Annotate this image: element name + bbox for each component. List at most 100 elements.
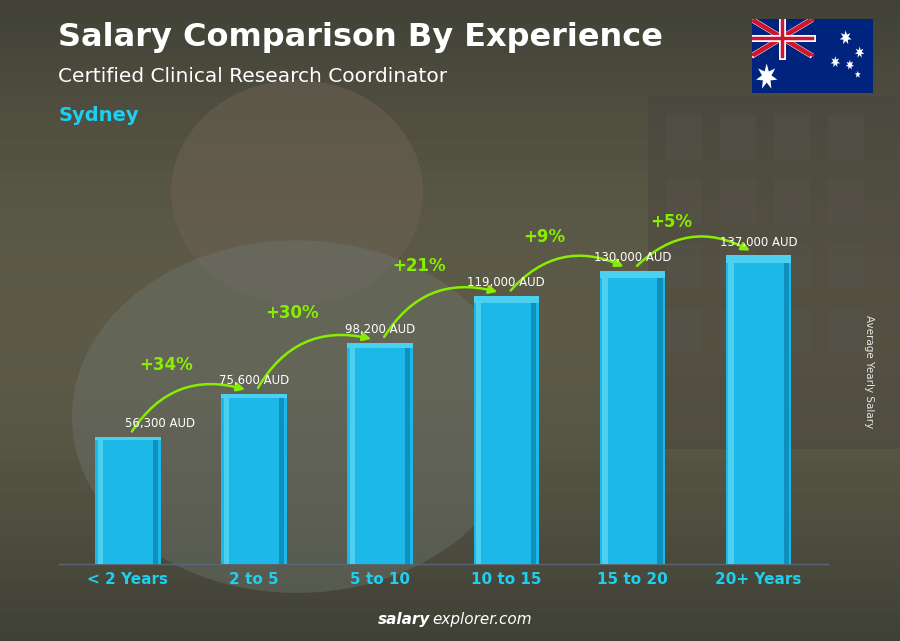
Bar xyxy=(347,343,413,348)
Bar xyxy=(720,179,756,224)
Bar xyxy=(0,556,900,566)
Text: Salary Comparison By Experience: Salary Comparison By Experience xyxy=(58,22,663,53)
Bar xyxy=(0,267,900,278)
Bar xyxy=(0,449,900,460)
Bar xyxy=(784,255,788,564)
Text: +9%: +9% xyxy=(524,228,566,246)
Bar xyxy=(0,524,900,534)
Bar xyxy=(0,620,900,630)
Text: 137,000 AUD: 137,000 AUD xyxy=(720,236,797,249)
Polygon shape xyxy=(840,30,851,44)
Bar xyxy=(221,394,287,398)
Bar xyxy=(725,255,791,564)
Text: 130,000 AUD: 130,000 AUD xyxy=(594,251,671,264)
Bar xyxy=(0,160,900,171)
Bar xyxy=(0,0,900,11)
Bar xyxy=(648,96,900,449)
Bar xyxy=(0,278,900,288)
Bar xyxy=(0,481,900,492)
Bar xyxy=(0,224,900,235)
Bar xyxy=(0,374,900,385)
Bar xyxy=(0,235,900,246)
Text: Average Yearly Salary: Average Yearly Salary xyxy=(863,315,874,428)
Polygon shape xyxy=(846,60,854,70)
Bar xyxy=(98,437,103,564)
Bar xyxy=(720,115,756,160)
Ellipse shape xyxy=(72,240,522,593)
Text: +30%: +30% xyxy=(266,304,320,322)
Bar xyxy=(0,428,900,438)
Text: explorer.com: explorer.com xyxy=(432,612,532,627)
Bar xyxy=(0,21,900,32)
Bar xyxy=(0,342,900,353)
Text: +34%: +34% xyxy=(140,356,194,374)
Text: Sydney: Sydney xyxy=(58,106,140,125)
Bar xyxy=(0,117,900,128)
Bar xyxy=(0,385,900,395)
Polygon shape xyxy=(855,71,860,78)
Bar xyxy=(0,213,900,224)
Bar xyxy=(95,437,161,440)
Bar xyxy=(0,11,900,21)
Bar xyxy=(774,244,810,288)
Text: 98,200 AUD: 98,200 AUD xyxy=(345,323,415,336)
Bar xyxy=(405,343,410,564)
Bar xyxy=(666,115,702,160)
Bar xyxy=(0,246,900,256)
Bar xyxy=(0,331,900,342)
Bar xyxy=(476,296,482,564)
Text: +21%: +21% xyxy=(392,257,446,275)
Polygon shape xyxy=(831,56,840,67)
Bar xyxy=(0,53,900,64)
Bar xyxy=(95,437,161,564)
Bar xyxy=(0,363,900,374)
Bar xyxy=(774,308,810,353)
Bar xyxy=(0,395,900,406)
Bar xyxy=(0,64,900,75)
Bar xyxy=(0,502,900,513)
Text: salary: salary xyxy=(378,612,430,627)
Bar xyxy=(350,343,356,564)
Bar xyxy=(0,630,900,641)
Bar xyxy=(828,179,864,224)
Bar xyxy=(224,394,230,564)
Bar xyxy=(602,271,608,564)
Bar xyxy=(347,343,413,564)
Bar xyxy=(0,460,900,470)
Bar xyxy=(725,255,791,263)
Bar xyxy=(0,353,900,363)
Bar xyxy=(728,255,733,564)
Bar xyxy=(0,470,900,481)
Bar xyxy=(0,577,900,588)
Bar xyxy=(0,107,900,117)
Bar xyxy=(666,308,702,353)
Bar xyxy=(657,271,662,564)
Bar xyxy=(720,244,756,288)
Bar xyxy=(153,437,158,564)
Bar xyxy=(0,438,900,449)
Bar xyxy=(0,406,900,417)
Bar xyxy=(828,308,864,353)
Bar xyxy=(599,271,665,278)
Bar xyxy=(473,296,539,303)
Bar xyxy=(599,271,665,564)
Bar xyxy=(0,203,900,213)
Bar xyxy=(531,296,536,564)
Bar xyxy=(0,128,900,139)
Bar xyxy=(0,492,900,502)
Bar xyxy=(0,192,900,203)
Polygon shape xyxy=(756,63,778,88)
Bar xyxy=(0,43,900,53)
Bar xyxy=(0,513,900,524)
Bar xyxy=(0,598,900,609)
Bar xyxy=(0,320,900,331)
Ellipse shape xyxy=(171,80,423,304)
Text: Certified Clinical Research Coordinator: Certified Clinical Research Coordinator xyxy=(58,67,447,87)
Bar xyxy=(0,32,900,43)
Bar xyxy=(0,417,900,428)
Bar xyxy=(0,288,900,299)
Text: +5%: +5% xyxy=(650,213,692,231)
Text: 75,600 AUD: 75,600 AUD xyxy=(219,374,289,387)
Bar xyxy=(774,179,810,224)
Bar xyxy=(828,115,864,160)
